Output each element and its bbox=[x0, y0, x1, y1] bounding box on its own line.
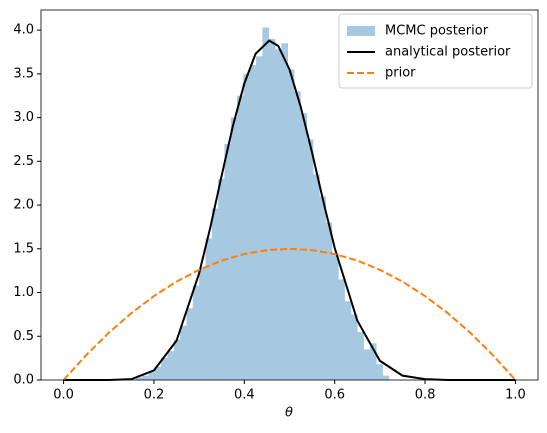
histogram-bar bbox=[135, 377, 143, 380]
x-tick-label: 0.8 bbox=[415, 388, 436, 403]
histogram-bar bbox=[167, 351, 175, 380]
y-tick-label: 4.0 bbox=[13, 23, 34, 38]
x-axis-label: θ bbox=[285, 406, 293, 421]
histogram-bar bbox=[224, 143, 232, 380]
histogram-bar bbox=[211, 208, 219, 380]
y-tick-label: 0.0 bbox=[13, 373, 34, 388]
histogram-bar bbox=[205, 238, 213, 380]
x-tick-label: 0.4 bbox=[234, 388, 255, 403]
x-tick-label: 1.0 bbox=[505, 388, 526, 403]
histogram-bar bbox=[218, 178, 225, 380]
y-tick-label: 2.0 bbox=[13, 198, 34, 213]
histogram-bar bbox=[287, 69, 295, 380]
line-series bbox=[62, 247, 517, 381]
histogram-bar bbox=[148, 372, 156, 380]
histogram-bar bbox=[199, 268, 206, 380]
histogram-bar bbox=[142, 375, 149, 380]
legend-label: prior bbox=[385, 66, 416, 81]
legend-box bbox=[338, 13, 533, 89]
histogram-bar bbox=[344, 301, 352, 380]
histogram-bar bbox=[180, 325, 187, 380]
histogram-bar bbox=[275, 49, 282, 381]
histogram-bar bbox=[300, 113, 307, 380]
histogram-bar bbox=[268, 38, 276, 381]
x-tick-label: 0.6 bbox=[324, 388, 345, 403]
histogram-bar bbox=[237, 95, 244, 380]
x-tick-label: 0.2 bbox=[144, 388, 165, 403]
histogram-bar bbox=[262, 27, 270, 381]
y-tick-label: 0.5 bbox=[13, 329, 34, 344]
y-tick-label: 3.5 bbox=[13, 66, 34, 81]
y-tick-label: 3.0 bbox=[13, 110, 34, 125]
histogram-bar bbox=[312, 174, 320, 380]
histogram-bar bbox=[369, 343, 377, 380]
histogram-bar bbox=[357, 331, 364, 380]
histogram-bar bbox=[192, 285, 200, 380]
y-tick-label: 2.5 bbox=[13, 154, 34, 169]
histogram-bar bbox=[281, 43, 288, 380]
plot-frame bbox=[40, 9, 539, 381]
histogram-bar bbox=[173, 339, 181, 380]
histogram-bar bbox=[319, 196, 326, 380]
histogram-bar bbox=[230, 117, 238, 380]
y-tick-label: 1.5 bbox=[13, 241, 34, 256]
line-series bbox=[63, 39, 516, 381]
histogram-bar bbox=[325, 222, 333, 380]
histogram-bar bbox=[350, 314, 358, 380]
histogram-bar bbox=[306, 139, 314, 380]
legend-swatch bbox=[347, 26, 375, 36]
histogram-bar bbox=[376, 364, 383, 380]
legend-label: analytical posterior bbox=[385, 45, 511, 60]
histogram-bar bbox=[161, 358, 168, 380]
legend: MCMC posterior analytical posterior prior bbox=[338, 13, 533, 89]
histogram-bar bbox=[363, 349, 371, 380]
histogram-bar bbox=[294, 91, 301, 380]
y-tick-label: 1.0 bbox=[13, 285, 34, 300]
x-tick-label: 0.0 bbox=[53, 388, 74, 403]
histogram-bar bbox=[382, 375, 390, 380]
legend-label: MCMC posterior bbox=[385, 24, 489, 39]
histogram-bar bbox=[338, 279, 345, 380]
histogram-bar bbox=[154, 366, 162, 380]
histogram-bar bbox=[256, 56, 263, 380]
histogram-bar bbox=[249, 65, 257, 380]
histogram-bar bbox=[186, 308, 194, 380]
histogram-bar bbox=[331, 253, 339, 380]
histogram-bar bbox=[243, 73, 251, 380]
